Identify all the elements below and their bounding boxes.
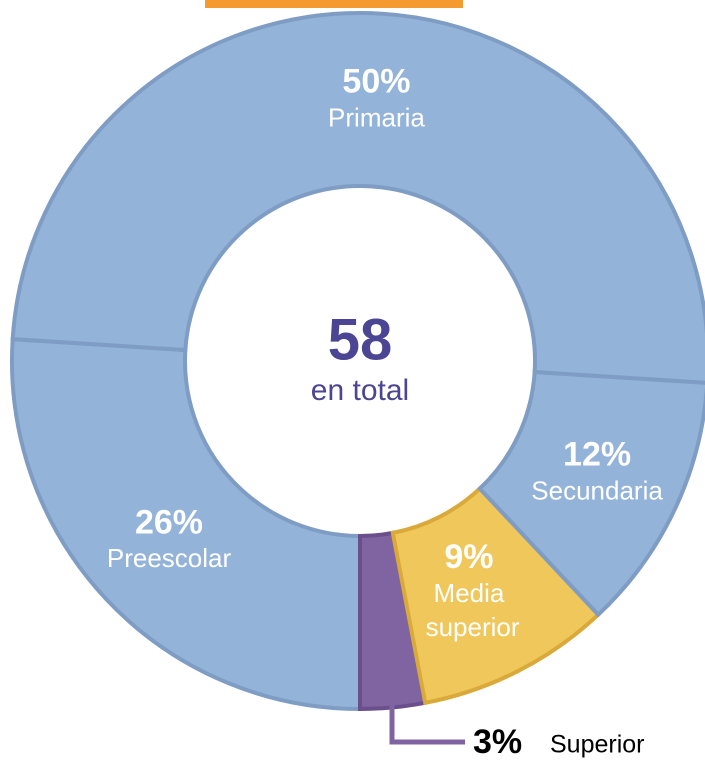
donut-slice [10,337,362,712]
value-label: 12% [563,436,631,474]
category-label: Secundaria [531,475,663,505]
value-label: 9% [444,538,493,576]
donut-slice [476,369,705,618]
category-label: Preescolar [107,543,232,573]
category-label: Primaria [328,102,425,132]
value-label: 50% [342,63,410,101]
leader-line [389,699,465,745]
header-bar [205,0,463,8]
value-label: 3% [473,723,522,761]
category-label: Superior [550,731,645,759]
center-value: 58 [328,307,393,372]
donut-slice [358,530,428,712]
center-label: en total [311,374,409,407]
donut-slice [390,485,602,706]
value-label: 26% [135,503,203,541]
category-label: Media superior [418,578,519,642]
donut-slice [10,11,705,385]
